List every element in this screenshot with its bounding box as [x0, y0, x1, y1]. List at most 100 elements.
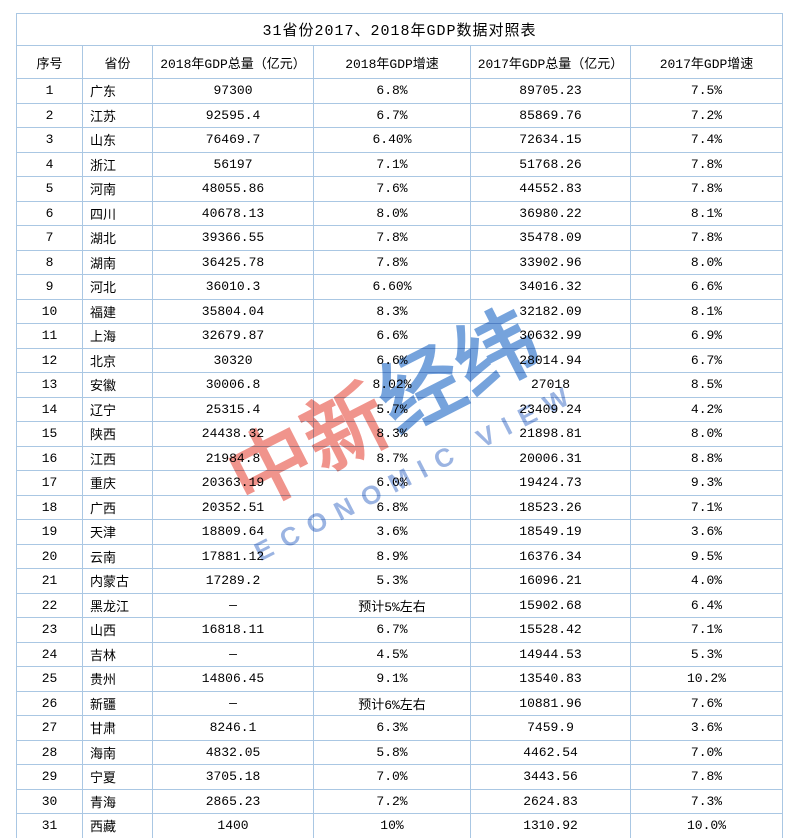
- column-header: 2018年GDP总量（亿元）: [152, 45, 314, 79]
- gdp-table: 31省份2017、2018年GDP数据对照表 序号 省份 2018年GDP总量（亿元…: [15, 13, 784, 838]
- value-cell: 7.8%: [629, 225, 784, 251]
- table-row: 10 福建 35804.04 8.3% 32182.09 8.1%: [16, 298, 784, 324]
- province-cell: 新疆: [82, 690, 153, 716]
- index-cell: 28: [16, 739, 83, 765]
- index-cell: 26: [16, 690, 83, 716]
- value-cell: 9.5%: [629, 543, 784, 569]
- index-cell: 20: [16, 543, 83, 569]
- value-cell: 8.0%: [629, 421, 784, 447]
- value-cell: 30320: [152, 347, 314, 373]
- value-cell: 3.6%: [313, 519, 471, 545]
- value-cell: 16818.11: [152, 617, 314, 643]
- index-cell: 6: [16, 200, 83, 226]
- value-cell: 16096.21: [470, 568, 631, 594]
- table-row: 13 安徽 30006.8 8.02% 27018 8.5%: [16, 372, 784, 398]
- index-cell: 9: [16, 274, 83, 300]
- value-cell: 3.6%: [629, 519, 784, 545]
- province-cell: 安徽: [82, 372, 153, 398]
- table-title: 31省份2017、2018年GDP数据对照表: [15, 13, 784, 46]
- value-cell: 8.9%: [313, 543, 471, 569]
- province-cell: 吉林: [82, 641, 153, 667]
- index-cell: 18: [16, 494, 83, 520]
- table-row: 23 山西 16818.11 6.7% 15528.42 7.1%: [16, 617, 784, 643]
- index-cell: 14: [16, 396, 83, 422]
- index-cell: 27: [16, 715, 83, 741]
- province-cell: 广东: [82, 78, 153, 104]
- index-cell: 11: [16, 323, 83, 349]
- value-cell: 8.7%: [313, 445, 471, 471]
- value-cell: 7459.9: [470, 715, 631, 741]
- value-cell: 3443.56: [470, 764, 631, 790]
- value-cell: 14806.45: [152, 666, 314, 692]
- index-cell: 10: [16, 298, 83, 324]
- table-row: 17 重庆 20363.19 6.0% 19424.73 9.3%: [16, 470, 784, 496]
- province-cell: 青海: [82, 788, 153, 814]
- value-cell: 23409.24: [470, 396, 631, 422]
- value-cell: 17881.12: [152, 543, 314, 569]
- value-cell: 56197: [152, 151, 314, 177]
- province-cell: 浙江: [82, 151, 153, 177]
- province-cell: 山东: [82, 127, 153, 153]
- value-cell: 7.2%: [629, 102, 784, 128]
- province-cell: 重庆: [82, 470, 153, 496]
- index-cell: 24: [16, 641, 83, 667]
- province-cell: 宁夏: [82, 764, 153, 790]
- value-cell: 6.7%: [313, 102, 471, 128]
- value-cell: 7.4%: [629, 127, 784, 153]
- province-cell: 西藏: [82, 813, 153, 838]
- index-cell: 31: [16, 813, 83, 838]
- value-cell: 18809.64: [152, 519, 314, 545]
- province-cell: 甘肃: [82, 715, 153, 741]
- value-cell: 4.5%: [313, 641, 471, 667]
- table-row: 25 贵州 14806.45 9.1% 13540.83 10.2%: [16, 666, 784, 692]
- province-cell: 北京: [82, 347, 153, 373]
- value-cell: 32679.87: [152, 323, 314, 349]
- table-row: 11 上海 32679.87 6.6% 30632.99 6.9%: [16, 323, 784, 349]
- value-cell: 2624.83: [470, 788, 631, 814]
- index-cell: 5: [16, 176, 83, 202]
- province-cell: 辽宁: [82, 396, 153, 422]
- value-cell: 6.4%: [629, 592, 784, 618]
- value-cell: 4462.54: [470, 739, 631, 765]
- province-cell: 内蒙古: [82, 568, 153, 594]
- index-cell: 7: [16, 225, 83, 251]
- value-cell: 20006.31: [470, 445, 631, 471]
- index-cell: 21: [16, 568, 83, 594]
- table-header-row: 序号 省份 2018年GDP总量（亿元） 2018年GDP增速 2017年GDP总量（亿…: [16, 45, 784, 79]
- value-cell: 13540.83: [470, 666, 631, 692]
- value-cell: 20363.19: [152, 470, 314, 496]
- table-row: 8 湖南 36425.78 7.8% 33902.96 8.0%: [16, 249, 784, 275]
- value-cell: 10%: [313, 813, 471, 838]
- value-cell: 97300: [152, 78, 314, 104]
- table-row: 31 西藏 1400 10% 1310.92 10.0%: [16, 813, 784, 838]
- table-row: 29 宁夏 3705.18 7.0% 3443.56 7.8%: [16, 764, 784, 790]
- value-cell: 6.6%: [313, 323, 471, 349]
- index-cell: 4: [16, 151, 83, 177]
- table-row: 2 江苏 92595.4 6.7% 85869.76 7.2%: [16, 102, 784, 128]
- value-cell: 5.7%: [313, 396, 471, 422]
- value-cell: 44552.83: [470, 176, 631, 202]
- value-cell: 30006.8: [152, 372, 314, 398]
- province-cell: 福建: [82, 298, 153, 324]
- value-cell: 7.8%: [629, 176, 784, 202]
- table-row: 7 湖北 39366.55 7.8% 35478.09 7.8%: [16, 225, 784, 251]
- value-cell: 8246.1: [152, 715, 314, 741]
- province-cell: 黑龙江: [82, 592, 153, 618]
- index-cell: 3: [16, 127, 83, 153]
- province-cell: 四川: [82, 200, 153, 226]
- index-cell: 2: [16, 102, 83, 128]
- value-cell: 6.60%: [313, 274, 471, 300]
- value-cell: 27018: [470, 372, 631, 398]
- index-cell: 15: [16, 421, 83, 447]
- value-cell: 89705.23: [470, 78, 631, 104]
- value-cell: 8.0%: [629, 249, 784, 275]
- value-cell: 18523.26: [470, 494, 631, 520]
- value-cell: 21984.8: [152, 445, 314, 471]
- value-cell: 7.8%: [629, 764, 784, 790]
- value-cell: 16376.34: [470, 543, 631, 569]
- value-cell: 17289.2: [152, 568, 314, 594]
- value-cell: 36980.22: [470, 200, 631, 226]
- table-row: 15 陕西 24438.32 8.3% 21898.81 8.0%: [16, 421, 784, 447]
- value-cell: 8.5%: [629, 372, 784, 398]
